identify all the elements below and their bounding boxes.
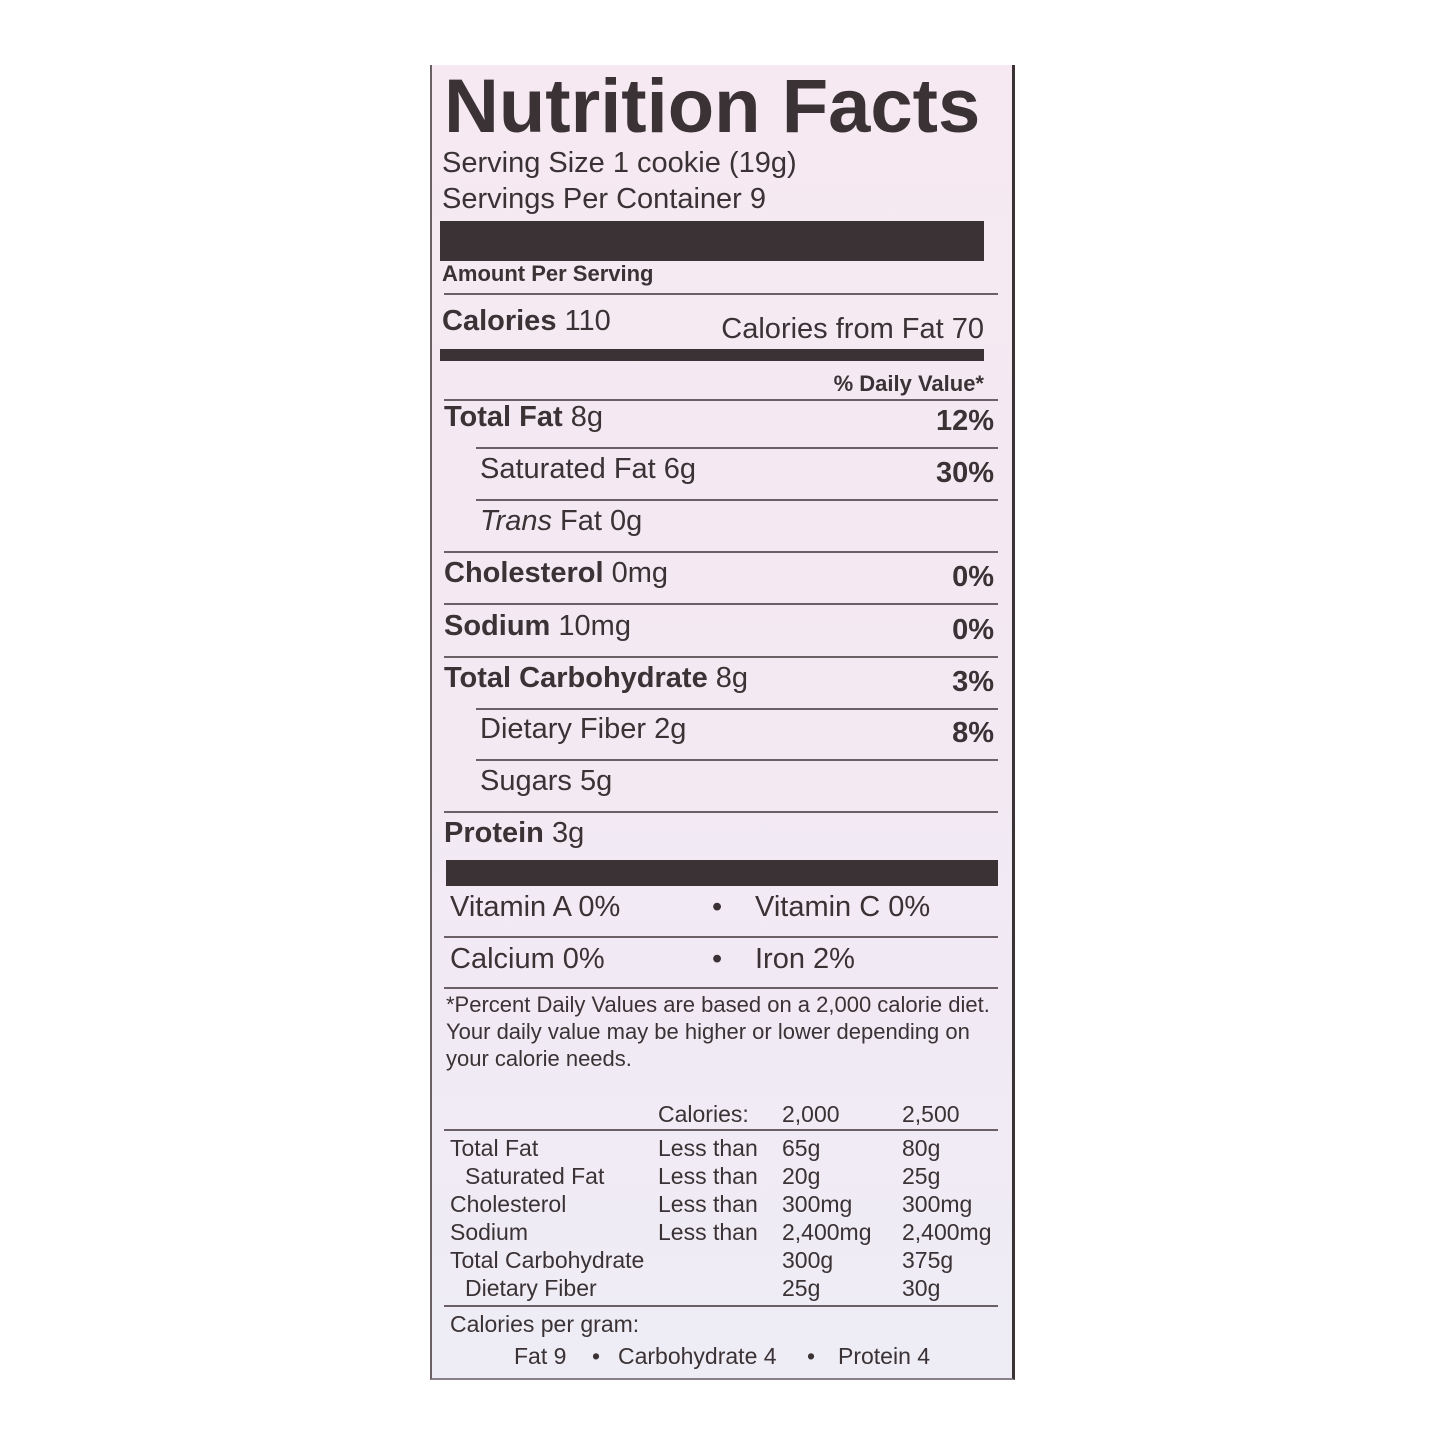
nutrient-amount: 0mg [611,557,669,589]
nutrient-amount: 6g [663,453,697,485]
nutrient-row: Saturated Fat 6g [480,453,696,486]
dv-table-cell: 25g [902,1163,941,1189]
divider [476,708,998,710]
dv-table-cell: Cholesterol [450,1191,567,1217]
dv-table-header-cell: 2,500 [902,1101,960,1127]
nutrient-daily-value: 3% [952,666,994,698]
nutrient-label: Sugars [480,765,572,797]
divider [444,811,998,813]
dv-table-cell: Less than [658,1163,758,1189]
nutrient-amount: 5g [579,765,613,797]
nutrient-row: Sugars 5g [480,765,612,798]
nutrient-label: Saturated Fat [480,453,656,485]
divider [444,1305,998,1307]
calories-value: 110 [564,305,611,337]
dv-table-cell: Less than [658,1135,758,1161]
dv-table-cell: Sodium [450,1219,528,1245]
nutrition-facts-label: Nutrition Facts Serving Size 1 cookie (1… [430,65,1015,1380]
nutrient-label: Sodium [444,610,551,642]
nutrient-daily-value: 8% [952,717,994,749]
nutrient-row: Cholesterol 0mg [444,557,668,590]
nutrient-amount: 2g [654,713,687,745]
dv-table-cell: 2,400mg [902,1219,992,1245]
divider [444,1129,998,1131]
divider [444,293,998,295]
divider [444,936,998,938]
divider [476,447,998,449]
nutrient-daily-value: 30% [935,457,994,489]
nutrient-row: Sodium 10mg [444,610,631,643]
dv-table-cell: Dietary Fiber [465,1275,597,1301]
cal-per-gram-carb: Carbohydrate 4 [618,1343,777,1369]
nutrient-label: Total Carbohydrate [444,662,708,694]
label-title: Nutrition Facts [444,64,981,149]
thick-divider [446,860,998,886]
nutrient-daily-value: 0% [952,614,994,646]
dv-table-cell: 300g [782,1247,834,1273]
nutrient-label: Protein [444,817,544,849]
dv-table-cell: 80g [902,1135,941,1161]
iron: Iron 2% [755,943,855,975]
dv-table-header-cell: Calories: [658,1101,749,1127]
calories-from-fat: Calories from Fat 70 [721,313,984,345]
dv-table-cell: 300mg [902,1191,973,1217]
dv-table-cell: Total Fat [450,1135,539,1161]
dv-table-cell: 375g [902,1247,954,1273]
nutrient-amount: Fat 0g [560,505,643,537]
thick-divider [440,221,984,261]
nutrient-row: Dietary Fiber 2g [480,713,686,746]
dv-table-cell: 20g [782,1163,821,1189]
dv-table-header-cell: 2,000 [782,1101,840,1127]
nutrient-daily-value: 12% [935,405,994,437]
divider [444,987,998,989]
dv-table-cell: 2,400mg [782,1219,872,1245]
bullet: • [592,1343,601,1369]
amount-per-serving: Amount Per Serving [442,261,654,286]
dv-table-cell: Less than [658,1219,758,1245]
nutrient-row: Trans Fat 0g [480,505,642,538]
calories-label: Calories [442,305,557,337]
divider [476,759,998,761]
nutrient-row: Protein 3g [444,817,584,850]
vitamin-c: Vitamin C 0% [755,891,931,923]
nutrient-row: Total Fat 8g [444,401,603,434]
dv-table-cell: Saturated Fat [465,1163,605,1189]
calories-per-gram-label: Calories per gram: [450,1311,640,1337]
divider [444,656,998,658]
serving-size: Serving Size 1 cookie (19g) [442,147,797,179]
divider [444,603,998,605]
nutrient-amount: 3g [551,817,585,849]
dv-table-cell: Less than [658,1191,758,1217]
calories-row: Calories 110 [442,305,611,338]
bullet: • [712,891,723,923]
servings-per-container: Servings Per Container 9 [442,183,766,215]
bullet: • [807,1343,816,1369]
medium-divider [440,349,984,361]
divider [444,551,998,553]
divider [444,399,998,401]
nutrient-label: Dietary Fiber [480,713,646,745]
dv-table-cell: Total Carbohydrate [450,1247,645,1273]
daily-value-header: % Daily Value* [833,371,984,396]
nutrient-daily-value: 0% [952,561,994,593]
nutrient-amount: 8g [570,401,604,433]
nutrient-amount: 8g [715,662,749,694]
calcium: Calcium 0% [450,943,605,975]
nutrient-label: Cholesterol [444,557,604,589]
vitamin-a: Vitamin A 0% [450,891,621,923]
dv-table-cell: 30g [902,1275,941,1301]
dv-table-cell: 25g [782,1275,821,1301]
bullet: • [712,943,723,975]
nutrient-label: Trans [480,505,552,537]
footnote: *Percent Daily Values are based on a 2,0… [446,992,990,1071]
divider [476,499,998,501]
dv-table-cell: 300mg [782,1191,853,1217]
cal-per-gram-protein: Protein 4 [838,1343,931,1369]
cal-per-gram-fat: Fat 9 [514,1343,567,1369]
nutrient-label: Total Fat [444,401,563,433]
nutrient-row: Total Carbohydrate 8g [444,662,748,695]
dv-table-cell: 65g [782,1135,821,1161]
nutrient-amount: 10mg [558,610,631,642]
